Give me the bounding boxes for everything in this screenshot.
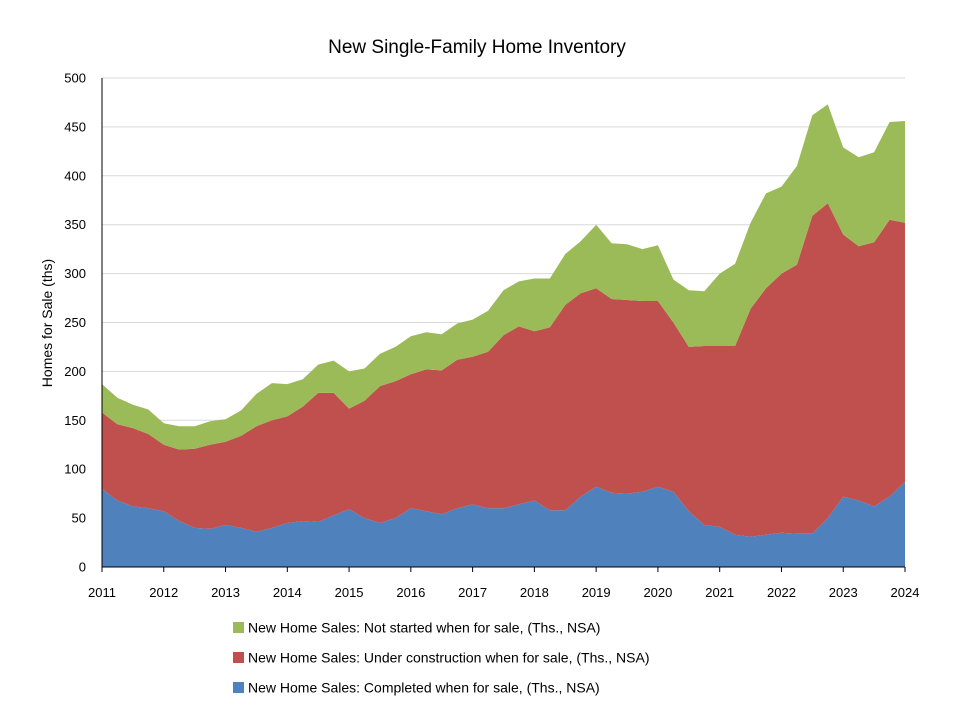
x-tick-label: 2020 <box>643 585 672 600</box>
legend-label: New Home Sales: Not started when for sal… <box>248 620 600 636</box>
x-tick-label: 2014 <box>273 585 302 600</box>
x-tick-labels: 2011 2012 2013 2014 2015 2016 2017 2018 2019 2020… <box>88 567 919 600</box>
x-tick-label: 2018 <box>520 585 549 600</box>
x-tick-label: 2016 <box>396 585 425 600</box>
y-axis-title: Homes for Sale (ths) <box>39 259 55 387</box>
y-tick-label: 450 <box>64 119 86 134</box>
x-tick-label: 2013 <box>211 585 240 600</box>
y-tick-label: 100 <box>64 462 86 477</box>
x-tick-label: 2021 <box>705 585 734 600</box>
y-tick-label: 0 <box>79 560 86 575</box>
x-tick-label: 2011 <box>88 585 116 600</box>
legend-swatch <box>233 622 244 633</box>
legend-swatch <box>233 682 244 693</box>
x-tick-label: 2024 <box>891 585 920 600</box>
axes <box>101 78 905 568</box>
y-tick-label: 150 <box>64 413 86 428</box>
y-tick-label: 500 <box>64 71 86 86</box>
area-series-1 <box>102 203 905 537</box>
x-tick-label: 2022 <box>767 585 796 600</box>
x-tick-label: 2017 <box>458 585 487 600</box>
y-tick-label: 50 <box>72 511 86 526</box>
x-tick-label: 2012 <box>149 585 178 600</box>
y-tick-label: 200 <box>64 364 86 379</box>
legend-label: New Home Sales: Under construction when … <box>248 650 650 666</box>
legend-swatch <box>233 652 244 663</box>
legend: New Home Sales: Not started when for sal… <box>233 620 650 696</box>
x-tick-label: 2019 <box>582 585 611 600</box>
area-series-2 <box>102 104 905 450</box>
x-tick-label: 2023 <box>829 585 858 600</box>
y-tick-label: 250 <box>64 315 86 330</box>
x-tick-label: 2015 <box>335 585 364 600</box>
legend-label: New Home Sales: Completed when for sale,… <box>248 680 600 696</box>
y-tick-label: 300 <box>64 266 86 281</box>
area-series <box>102 104 905 567</box>
area-series-0 <box>102 481 905 567</box>
y-tick-labels: 0 50 100 150 200 250 300 350 400 450 500 <box>64 71 86 575</box>
y-tick-label: 350 <box>64 217 86 232</box>
chart-title: New Single-Family Home Inventory <box>328 37 626 58</box>
y-tick-label: 400 <box>64 168 86 183</box>
